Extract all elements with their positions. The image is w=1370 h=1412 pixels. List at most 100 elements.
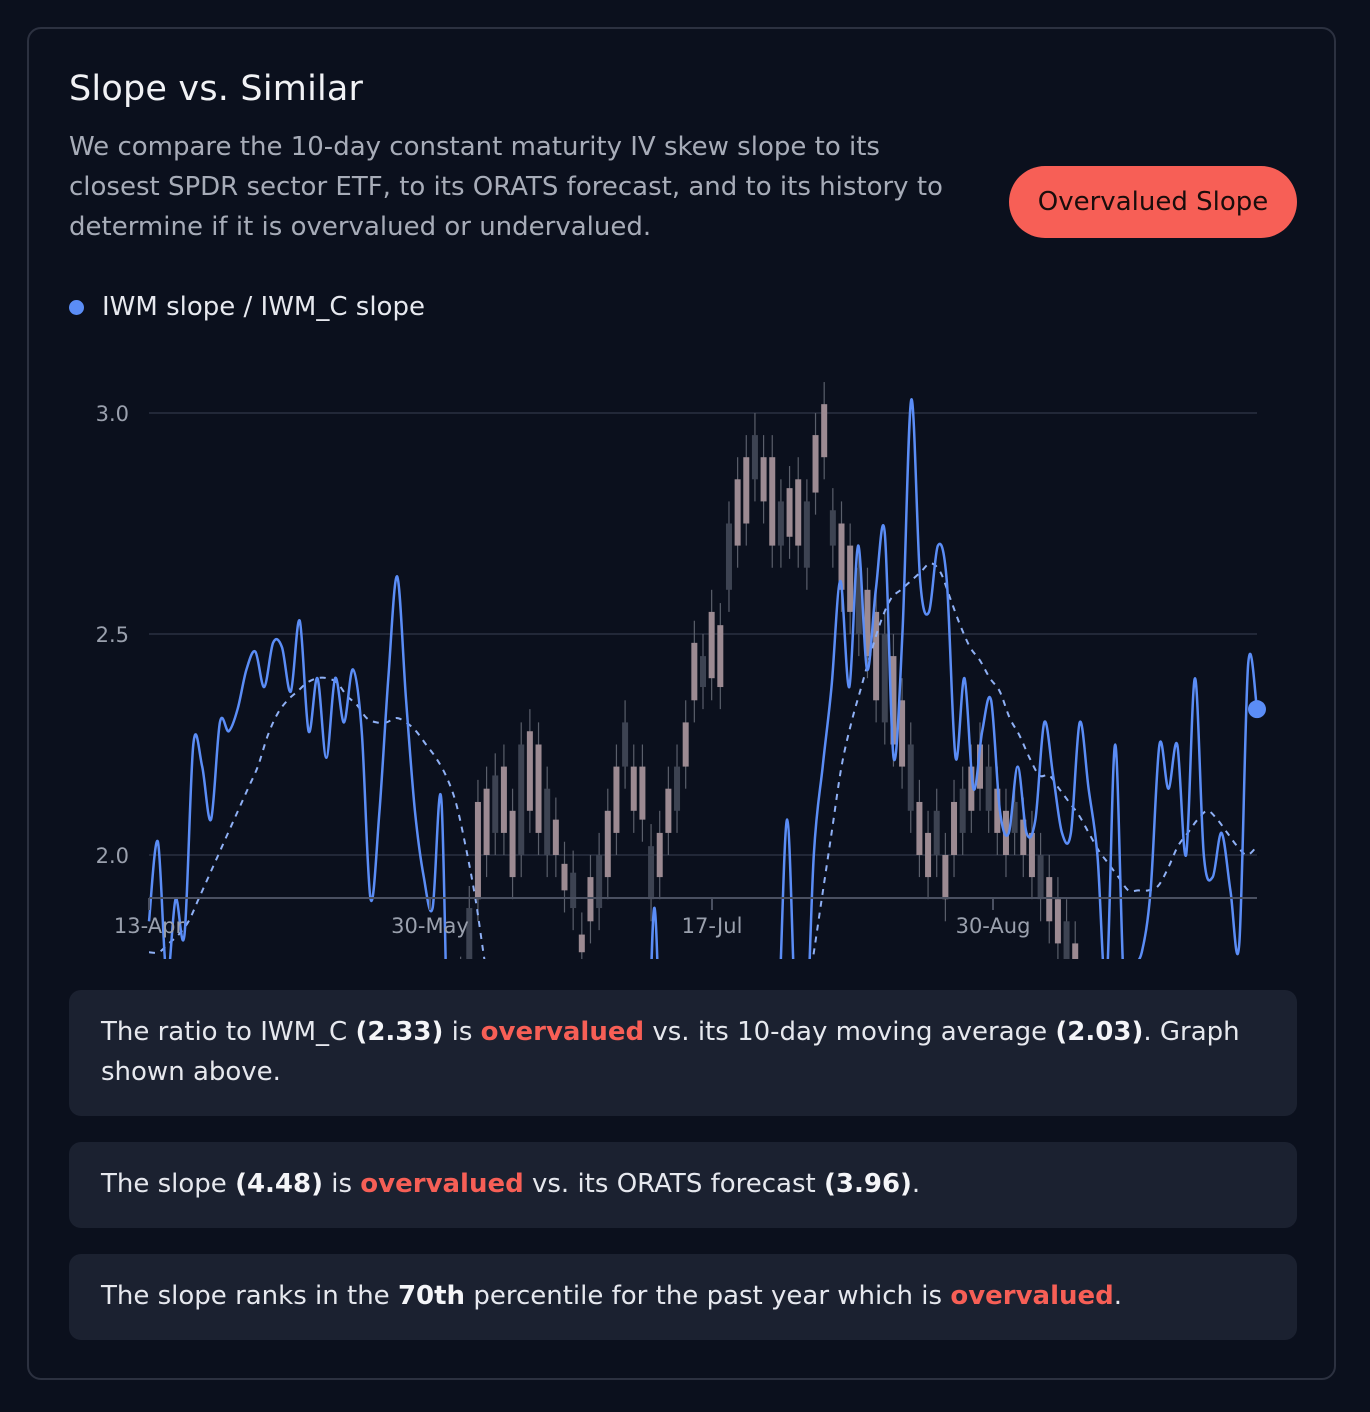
candle (795, 457, 802, 568)
candle (622, 700, 629, 789)
candle (604, 788, 611, 900)
chart-legend[interactable]: IWM slope / IWM_C slope (69, 287, 425, 327)
insight-text: . Graph shown above. (101, 1017, 1240, 1087)
candle (492, 753, 499, 855)
candle-body (725, 523, 732, 590)
candle (578, 912, 585, 959)
insight-text: The slope (101, 1169, 236, 1199)
candle-body (466, 908, 473, 959)
insight-text: is (443, 1017, 481, 1047)
insight-value-slope: (4.48) (235, 1169, 323, 1199)
candle (786, 466, 793, 559)
candle (509, 788, 516, 900)
candle-body (691, 642, 698, 701)
insight-percentile-panel: The slope ranks in the 70th percentile f… (69, 1254, 1297, 1340)
candle-body (656, 832, 663, 878)
x-tick-label: 30-Aug (956, 914, 1031, 938)
candle (544, 766, 551, 878)
candle-body (821, 404, 828, 458)
candle (734, 457, 741, 568)
candle (959, 766, 966, 855)
candle-body (500, 766, 507, 833)
candle-body (604, 810, 611, 878)
candle-body (570, 872, 577, 909)
candle-body (552, 819, 559, 855)
candle-body (639, 766, 646, 820)
candle (639, 744, 646, 842)
insight-text: percentile for the past year which is (465, 1281, 951, 1311)
candle-body (890, 656, 897, 745)
candle (829, 488, 836, 568)
candle (630, 744, 637, 833)
candle-body (942, 855, 949, 900)
candle-body (1028, 832, 1035, 878)
insight-value-ratio: (2.33) (355, 1017, 444, 1047)
candle-body (968, 766, 975, 811)
candle-body (847, 545, 854, 612)
candle (855, 545, 862, 657)
candle (985, 744, 992, 833)
candle (682, 700, 689, 789)
candle-body (985, 766, 992, 811)
candle-body (803, 501, 810, 568)
candle (526, 709, 533, 833)
candle-body (743, 457, 750, 524)
candle (942, 832, 949, 922)
candle-body (1063, 921, 1070, 959)
candle (1037, 832, 1044, 922)
candle-body (769, 457, 776, 546)
candle-body (544, 788, 551, 855)
candle (925, 810, 932, 900)
candle (821, 382, 828, 480)
y-tick-label: 2.5 (96, 623, 129, 647)
candle-body (717, 625, 724, 688)
card-description: We compare the 10-day constant maturity … (69, 132, 943, 242)
insight-ratio-panel: The ratio to IWM_C (2.33) is overvalued … (69, 990, 1297, 1116)
candle-body (977, 744, 983, 789)
candle (656, 810, 663, 900)
insight-value-ma: (2.03) (1055, 1017, 1144, 1047)
candle-body (1037, 855, 1044, 900)
candle (881, 611, 888, 745)
candle-body (777, 501, 784, 546)
candle-body (951, 801, 958, 855)
insight-text: vs. its 10-day moving average (644, 1017, 1056, 1047)
insight-status: overvalued (950, 1281, 1114, 1311)
candle (1046, 855, 1053, 944)
candle-body (682, 722, 689, 767)
y-tick-label: 2.0 (96, 844, 129, 868)
ratio-series[interactable] (147, 398, 1266, 959)
legend-label: IWM slope / IWM_C slope (102, 292, 425, 322)
candle-body (1011, 801, 1018, 833)
candle (873, 589, 880, 723)
insight-value-percentile: 70th (397, 1281, 466, 1311)
insight-text: The ratio to IWM_C (101, 1017, 356, 1047)
last-value-marker[interactable] (1248, 700, 1266, 719)
candle (951, 779, 958, 878)
candle (535, 722, 542, 855)
candle (899, 678, 906, 789)
candle-body (535, 744, 542, 833)
candle (847, 523, 854, 634)
candle-body (665, 788, 672, 833)
insight-text: vs. its ORATS forecast (523, 1169, 824, 1199)
candle-body (1002, 810, 1009, 855)
overvalued-slope-badge[interactable]: Overvalued Slope (1009, 166, 1297, 238)
candle-body (674, 766, 681, 811)
legend-dot-icon (69, 299, 84, 315)
candle-body (622, 722, 629, 767)
candle (1072, 921, 1079, 959)
candle (552, 797, 559, 878)
candle (518, 722, 525, 878)
candle-body (587, 877, 594, 922)
candle-body (1054, 899, 1061, 944)
candle (596, 832, 603, 931)
insight-text: is (322, 1169, 361, 1199)
insight-text: The slope ranks in the (101, 1281, 398, 1311)
candle (933, 788, 940, 878)
candle-body (864, 589, 871, 657)
candle (777, 479, 784, 568)
candle (743, 435, 750, 546)
candle (570, 850, 577, 931)
